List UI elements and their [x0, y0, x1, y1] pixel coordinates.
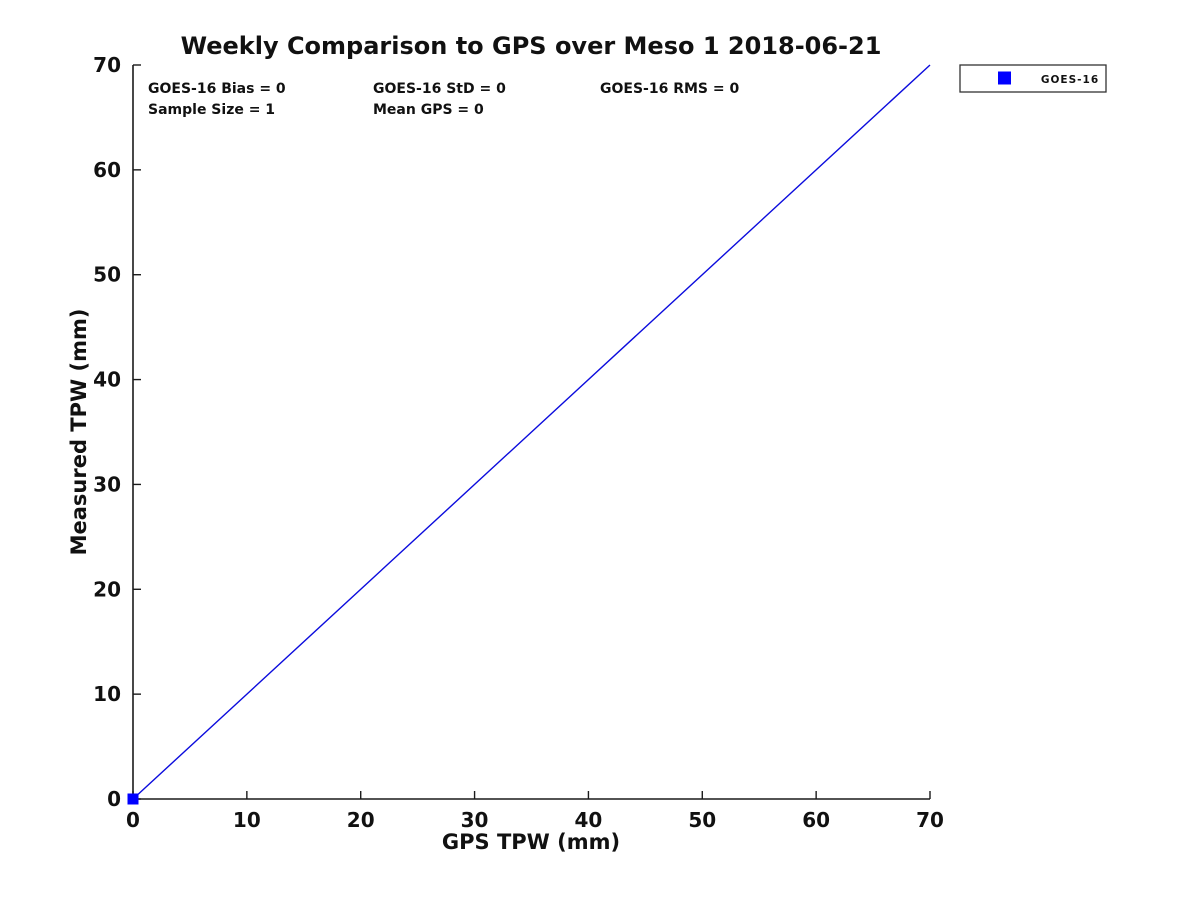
legend-marker-icon: [998, 71, 1011, 85]
x-tick-label: 0: [126, 808, 140, 832]
x-tick-label: 20: [347, 808, 375, 832]
y-tick-label: 60: [93, 158, 121, 182]
data-layer: [127, 64, 931, 805]
legend: GOES-16: [959, 64, 1107, 93]
x-tick-label: 70: [916, 808, 944, 832]
y-tick-label: 40: [93, 368, 121, 392]
stat-std: GOES-16 StD = 0: [373, 81, 506, 97]
chart-title: Weekly Comparison to GPS over Meso 1 201…: [181, 32, 882, 60]
stat-mean-gps: Mean GPS = 0: [373, 102, 484, 118]
stat-rms: GOES-16 RMS = 0: [600, 81, 739, 97]
y-tick-label: 20: [93, 577, 121, 601]
data-point-marker: [127, 793, 139, 805]
identity-line: [132, 64, 931, 800]
x-tick-label: 10: [233, 808, 261, 832]
x-axis-label: GPS TPW (mm): [442, 830, 620, 854]
y-tick-label: 10: [93, 682, 121, 706]
stat-bias: GOES-16 Bias = 0: [148, 81, 286, 97]
x-tick-label: 50: [688, 808, 716, 832]
y-tick-label: 30: [93, 472, 121, 496]
y-tick-label: 50: [93, 263, 121, 287]
legend-box: [959, 64, 1107, 93]
legend-label: GOES-16: [1041, 74, 1099, 86]
y-axis-label: Measured TPW (mm): [67, 309, 91, 556]
y-tick-label: 70: [93, 53, 121, 77]
x-tick-label: 30: [461, 808, 489, 832]
x-tick-label: 40: [575, 808, 603, 832]
x-tick-label: 60: [802, 808, 830, 832]
stat-sample-size: Sample Size = 1: [148, 102, 275, 118]
axes-layer: 0 10 20 30 40 50 60 70 0 10 20 30 40 50 60 70: [93, 53, 944, 832]
y-tick-label: 0: [107, 787, 121, 811]
